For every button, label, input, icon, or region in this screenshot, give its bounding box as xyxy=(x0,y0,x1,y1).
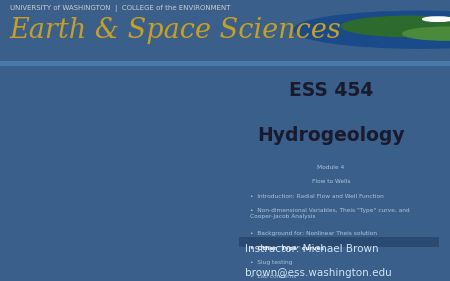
Text: •  Slug testing: • Slug testing xyxy=(250,260,292,265)
Text: •  Non-dimensional Variables, Theis "Type" curve, and Cooper-Jacob Analysis: • Non-dimensional Variables, Theis "Type… xyxy=(250,208,410,219)
Text: brown@ess.washington.edu: brown@ess.washington.edu xyxy=(245,268,392,278)
Circle shape xyxy=(294,11,450,48)
Circle shape xyxy=(423,17,450,21)
Text: •  Lab concerns: • Lab concerns xyxy=(250,274,296,279)
Text: •  Background for: Nonlinear Theis solution: • Background for: Nonlinear Theis soluti… xyxy=(250,231,377,236)
Text: Hydrogeology: Hydrogeology xyxy=(257,126,405,145)
Bar xyxy=(0,61,450,66)
Text: Earth & Space Sciences: Earth & Space Sciences xyxy=(10,17,342,44)
Text: ESS 454: ESS 454 xyxy=(288,81,373,100)
Text: •  Other "Type" curves: • Other "Type" curves xyxy=(250,246,324,251)
Text: Instructor: Michael Brown: Instructor: Michael Brown xyxy=(245,244,379,255)
Text: •  Introduction: Radial Flow and Well Function: • Introduction: Radial Flow and Well Fun… xyxy=(250,194,383,199)
FancyBboxPatch shape xyxy=(238,237,439,247)
Circle shape xyxy=(342,16,450,37)
Circle shape xyxy=(403,27,450,40)
Text: Flow to Wells: Flow to Wells xyxy=(311,179,350,184)
Text: UNIVERSITY of WASHINGTON  |  COLLEGE of the ENVIRONMENT: UNIVERSITY of WASHINGTON | COLLEGE of th… xyxy=(10,4,230,12)
Text: Module 4: Module 4 xyxy=(317,165,344,170)
